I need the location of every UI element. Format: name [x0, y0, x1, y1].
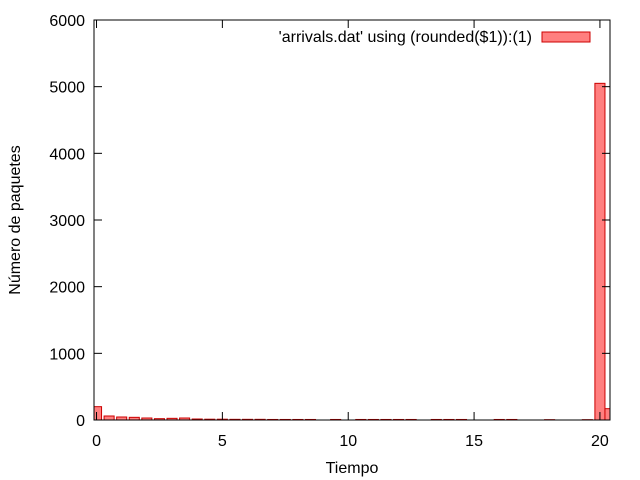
x-tick-label: 5 — [218, 433, 227, 450]
legend: 'arrivals.dat' using (rounded($1)):(1) — [279, 29, 591, 46]
histogram-bar — [103, 415, 115, 421]
histogram-bar — [594, 82, 606, 421]
y-tick-label: 1000 — [49, 346, 85, 363]
legend-label: 'arrivals.dat' using (rounded($1)):(1) — [279, 29, 532, 46]
x-tick-label: 15 — [465, 433, 483, 450]
y-axis-label: Número de paquetes — [7, 145, 24, 294]
y-tick-label: 4000 — [49, 146, 85, 163]
plot-frame — [93, 19, 611, 421]
x-tick-label: 20 — [591, 433, 609, 450]
x-tick-label: 0 — [92, 433, 101, 450]
histogram-bar — [604, 408, 611, 421]
y-tick-label: 3000 — [49, 213, 85, 230]
x-tick-label: 10 — [339, 433, 357, 450]
x-axis-label: Tiempo — [326, 460, 379, 477]
ticks-group — [94, 19, 610, 421]
y-tick-label: 0 — [76, 413, 85, 430]
histogram-bar — [93, 406, 103, 421]
bars-group — [93, 82, 611, 421]
y-tick-label: 5000 — [49, 80, 85, 97]
legend-swatch — [541, 31, 591, 43]
y-tick-label: 2000 — [49, 280, 85, 297]
tick-labels-group: 0 1000 2000 3000 4000 5000 6000 0 5 10 15 20 — [49, 13, 609, 450]
y-tick-label: 6000 — [49, 13, 85, 30]
